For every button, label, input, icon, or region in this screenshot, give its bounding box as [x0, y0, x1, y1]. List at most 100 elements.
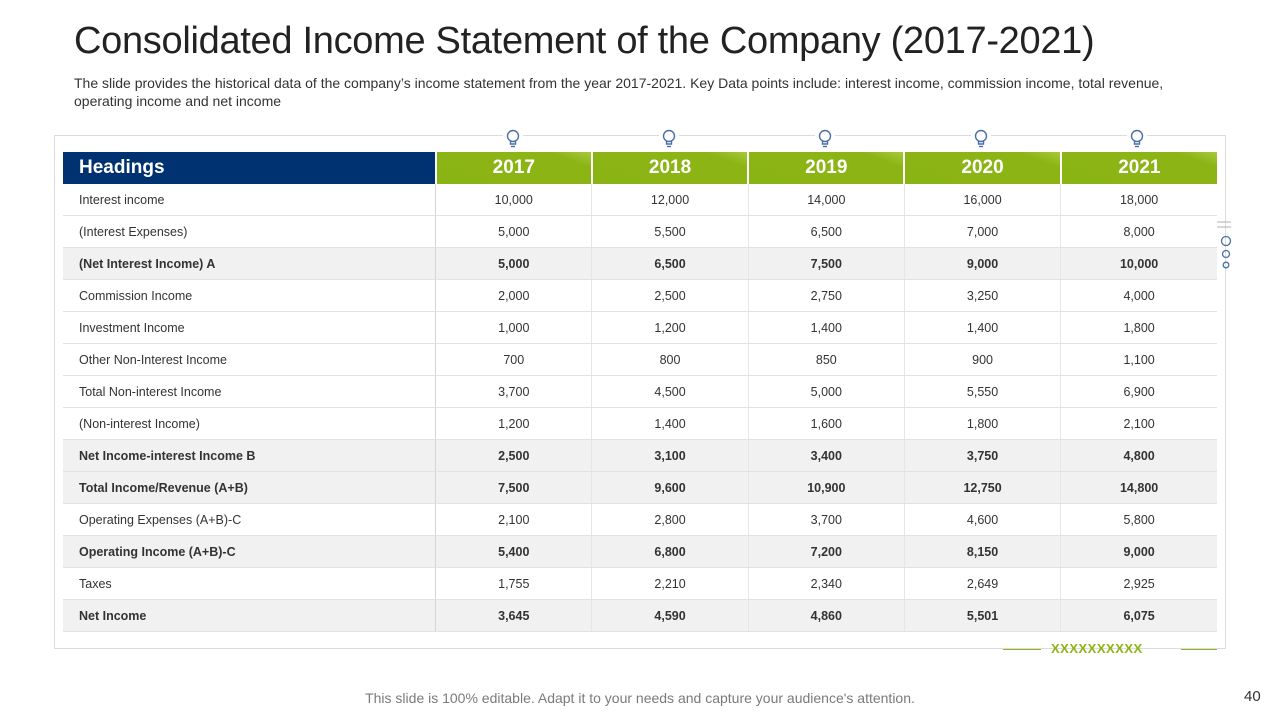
header-year: 2020 [904, 152, 1062, 184]
row-value-2021: 9,000 [1060, 535, 1217, 568]
row-value-2020: 12,750 [904, 471, 1062, 504]
income-statement-table: Headings 2017 2018 2019 2020 2021 Intere… [63, 152, 1217, 632]
row-value-2020: 1,400 [904, 311, 1062, 344]
row-value-2018: 2,210 [591, 567, 749, 600]
lightbulb-icon [1127, 128, 1147, 150]
row-value-2021: 1,800 [1060, 311, 1217, 344]
row-label: Commission Income [63, 279, 437, 312]
row-value-2017: 700 [435, 343, 593, 376]
row-value-2019: 3,400 [748, 439, 905, 472]
row-value-2021: 4,000 [1060, 279, 1217, 312]
row-value-2021: 18,000 [1060, 184, 1217, 216]
row-label: Net Income-interest Income B [63, 439, 437, 472]
row-value-2021: 2,925 [1060, 567, 1217, 600]
row-value-2018: 2,800 [591, 503, 749, 536]
row-value-2020: 9,000 [904, 247, 1062, 280]
row-value-2017: 5,000 [435, 247, 593, 280]
row-value-2019: 7,200 [748, 535, 905, 568]
row-label: Net Income [63, 599, 437, 632]
slide-title: Consolidated Income Statement of the Com… [74, 20, 1095, 62]
footer-marks: XXXXXXXXXX [1051, 641, 1143, 656]
row-value-2017: 10,000 [435, 184, 593, 216]
row-value-2017: 2,000 [435, 279, 593, 312]
header-headings: Headings [63, 152, 437, 184]
footer-line [1181, 649, 1217, 650]
lightbulb-icon [971, 128, 991, 150]
footer-line [1003, 649, 1041, 650]
row-value-2020: 3,250 [904, 279, 1062, 312]
row-value-2019: 2,340 [748, 567, 905, 600]
header-year: 2021 [1060, 152, 1217, 184]
table-row: Operating Expenses (A+B)-C 2,100 2,800 3,70… [63, 503, 1217, 536]
table-row: Net Income-interest Income B 2,500 3,100 3,… [63, 439, 1217, 472]
row-value-2017: 1,200 [435, 407, 593, 440]
table-frame [54, 135, 1226, 649]
row-value-2021: 4,800 [1060, 439, 1217, 472]
row-value-2017: 1,000 [435, 311, 593, 344]
row-value-2017: 3,645 [435, 599, 593, 632]
row-value-2018: 3,100 [591, 439, 749, 472]
row-label: Operating Income (A+B)-C [63, 535, 437, 568]
row-value-2021: 14,800 [1060, 471, 1217, 504]
row-value-2019: 10,900 [748, 471, 905, 504]
row-value-2019: 4,860 [748, 599, 905, 632]
table-header-row: Headings 2017 2018 2019 2020 2021 [63, 152, 1217, 184]
row-value-2019: 5,000 [748, 375, 905, 408]
row-value-2021: 8,000 [1060, 215, 1217, 248]
table-body: Interest income 10,000 12,000 14,000 16,000 1… [63, 184, 1217, 632]
table-row: Investment Income 1,000 1,200 1,400 1,400 1,8… [63, 311, 1217, 344]
footer-note: This slide is 100% editable. Adapt it to… [365, 690, 915, 706]
row-value-2018: 1,200 [591, 311, 749, 344]
row-value-2020: 16,000 [904, 184, 1062, 216]
row-label: (Interest Expenses) [63, 215, 437, 248]
row-value-2018: 9,600 [591, 471, 749, 504]
row-value-2018: 4,590 [591, 599, 749, 632]
header-year: 2017 [435, 152, 593, 184]
row-value-2018: 5,500 [591, 215, 749, 248]
row-label: Other Non-Interest Income [63, 343, 437, 376]
table-row: Interest income 10,000 12,000 14,000 16,000 1… [63, 184, 1217, 216]
row-label: (Net Interest Income) A [63, 247, 437, 280]
row-label: Interest income [63, 184, 437, 216]
row-value-2019: 2,750 [748, 279, 905, 312]
row-value-2020: 7,000 [904, 215, 1062, 248]
row-label: Operating Expenses (A+B)-C [63, 503, 437, 536]
lightbulb-icon [815, 128, 835, 150]
row-value-2019: 850 [748, 343, 905, 376]
row-value-2017: 2,500 [435, 439, 593, 472]
header-year: 2019 [748, 152, 906, 184]
lightbulb-icon [659, 128, 679, 150]
row-value-2021: 5,800 [1060, 503, 1217, 536]
row-value-2017: 3,700 [435, 375, 593, 408]
row-value-2020: 5,501 [904, 599, 1062, 632]
bulb-icon-row [0, 128, 1280, 150]
row-value-2017: 7,500 [435, 471, 593, 504]
row-label: Total Non-interest Income [63, 375, 437, 408]
row-value-2018: 6,500 [591, 247, 749, 280]
row-value-2020: 5,550 [904, 375, 1062, 408]
footer-decoration: XXXXXXXXXX [1003, 641, 1217, 659]
page-number: 40 [1244, 688, 1261, 705]
lightbulb-icon [503, 128, 523, 150]
row-value-2020: 4,600 [904, 503, 1062, 536]
row-value-2018: 4,500 [591, 375, 749, 408]
table-row: Other Non-Interest Income 700 800 850 900 1,1… [63, 343, 1217, 376]
row-value-2020: 2,649 [904, 567, 1062, 600]
slide-subtitle: The slide provides the historical data o… [74, 75, 1164, 109]
row-value-2017: 5,400 [435, 535, 593, 568]
row-value-2021: 2,100 [1060, 407, 1217, 440]
row-value-2020: 3,750 [904, 439, 1062, 472]
row-value-2021: 1,100 [1060, 343, 1217, 376]
table-row: (Net Interest Income) A 5,000 6,500 7,500 9,… [63, 247, 1217, 280]
row-value-2018: 6,800 [591, 535, 749, 568]
table-row: Commission Income 2,000 2,500 2,750 3,250 4,0… [63, 279, 1217, 312]
row-value-2020: 8,150 [904, 535, 1062, 568]
row-value-2018: 12,000 [591, 184, 749, 216]
table-row: (Non-interest Income) 1,200 1,400 1,600 1,80… [63, 407, 1217, 440]
row-value-2019: 3,700 [748, 503, 905, 536]
row-value-2021: 6,900 [1060, 375, 1217, 408]
header-year: 2018 [591, 152, 750, 184]
row-label: Taxes [63, 567, 437, 600]
table-row: Total Non-interest Income 3,700 4,500 5,000… [63, 375, 1217, 408]
row-value-2018: 800 [591, 343, 749, 376]
